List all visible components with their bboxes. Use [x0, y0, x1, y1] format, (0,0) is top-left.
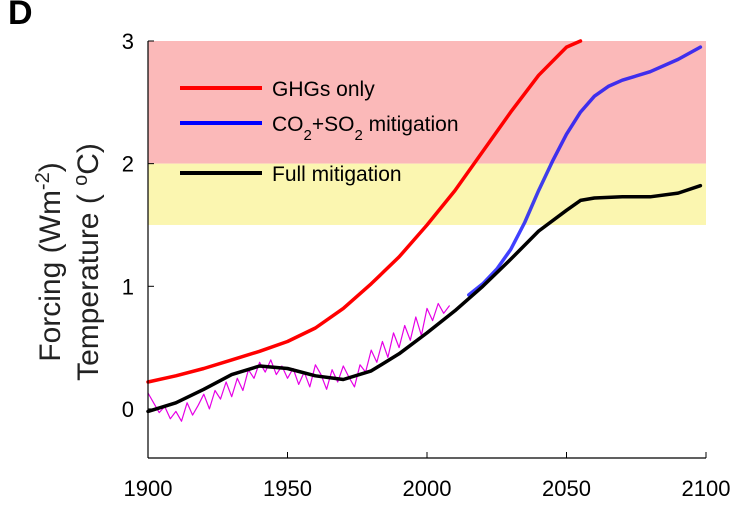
legend-label-1: CO2+SO2 mitigation: [272, 113, 459, 144]
series-full-line: [146, 183, 703, 414]
x-tick-label-1900: 1900: [124, 476, 173, 501]
tick-labels: 0 1 2 3 1900 1950 2000 2050 2100: [122, 29, 731, 501]
y-axis-title-temperature-end: C): [72, 143, 105, 175]
x-tick-label-2100: 2100: [682, 476, 731, 501]
band-0: [148, 41, 706, 164]
series-co2so2-line: [467, 45, 703, 297]
y-tick-label-0: 0: [122, 397, 134, 422]
y-tick-label-2: 2: [122, 152, 134, 177]
y-axis-title-line2: Temperature ( oC): [70, 143, 105, 381]
y-axis-title-forcing-exponent: -2: [32, 172, 54, 190]
y-tick-label-1: 1: [122, 274, 134, 299]
series-ghg-line: [146, 39, 583, 384]
legend-label-2: Full mitigation: [272, 163, 402, 186]
y-axis-title: Forcing (Wm-2) Temperature ( oC): [32, 143, 105, 381]
y-axis-title-forcing: Forcing (Wm: [34, 190, 67, 362]
y-axis-title-forcing-end: ): [34, 162, 67, 172]
y-tick-label-3: 3: [122, 29, 134, 54]
y-axis-title-temperature: Temperature (: [72, 186, 105, 381]
x-tick-label-2050: 2050: [542, 476, 591, 501]
legend: GHGs only CO2+SO2 mitigation Full mitigati…: [180, 78, 459, 186]
series-observed-line: [147, 302, 450, 422]
x-tick-label-2000: 2000: [403, 476, 452, 501]
y-axis-title-degree: o: [70, 175, 92, 186]
panel-letter: D: [8, 0, 33, 32]
axes: [147, 40, 707, 459]
x-tick-label-1950: 1950: [263, 476, 312, 501]
legend-label-0: GHGs only: [272, 78, 375, 101]
series-layer: [146, 39, 703, 422]
y-axis-title-line1: Forcing (Wm-2): [32, 162, 67, 361]
